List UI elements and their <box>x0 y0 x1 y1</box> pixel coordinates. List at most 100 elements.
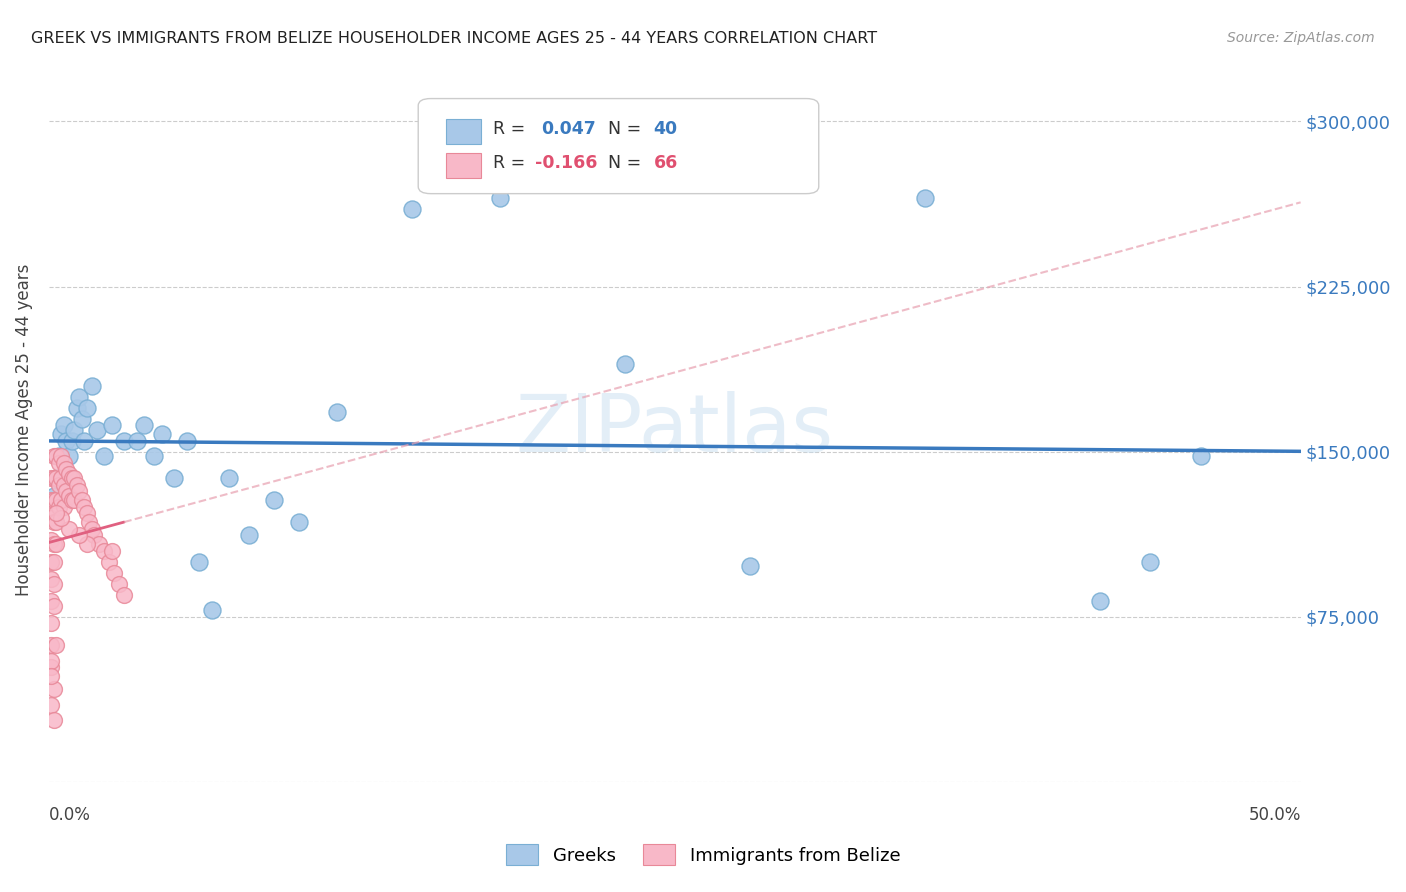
Point <box>53 477 76 491</box>
FancyBboxPatch shape <box>446 119 481 145</box>
Point <box>41 616 63 631</box>
Text: 66: 66 <box>654 154 678 172</box>
Point <box>58 449 80 463</box>
Point <box>103 566 125 580</box>
Point <box>55 434 77 448</box>
Point <box>73 500 96 514</box>
Text: -0.166: -0.166 <box>534 154 598 172</box>
Point <box>201 603 224 617</box>
Point <box>55 484 77 499</box>
Point <box>45 471 67 485</box>
Text: ZIPatlas: ZIPatlas <box>516 391 834 468</box>
Text: 0.047: 0.047 <box>541 120 596 138</box>
Point <box>63 471 86 485</box>
Point <box>76 401 98 415</box>
Point <box>48 477 70 491</box>
Point <box>48 449 70 463</box>
Point <box>45 449 67 463</box>
Point <box>70 493 93 508</box>
Point <box>65 477 87 491</box>
Point <box>42 555 65 569</box>
Point <box>60 471 83 485</box>
Point <box>42 599 65 613</box>
Point <box>42 489 65 503</box>
Point <box>41 533 63 547</box>
Point <box>45 537 67 551</box>
Point <box>73 434 96 448</box>
Point <box>76 506 98 520</box>
Point <box>45 471 67 485</box>
FancyBboxPatch shape <box>446 153 481 178</box>
Point <box>67 484 90 499</box>
Point <box>41 654 63 668</box>
Point <box>48 456 70 470</box>
Point <box>41 698 63 712</box>
Point <box>63 423 86 437</box>
Point <box>45 493 67 508</box>
Point <box>41 493 63 508</box>
Point <box>42 576 65 591</box>
Point <box>76 537 98 551</box>
Point <box>67 528 90 542</box>
Point <box>65 401 87 415</box>
Point <box>70 411 93 425</box>
Point <box>53 418 76 433</box>
Point <box>63 493 86 508</box>
Point <box>176 434 198 448</box>
Point <box>93 543 115 558</box>
Point <box>45 638 67 652</box>
Point <box>613 357 636 371</box>
Point <box>86 423 108 437</box>
Point <box>51 493 73 508</box>
Point <box>77 515 100 529</box>
Point <box>1090 594 1112 608</box>
Point <box>125 434 148 448</box>
Point <box>58 522 80 536</box>
Point <box>42 449 65 463</box>
Point <box>41 510 63 524</box>
Text: N =: N = <box>609 154 647 172</box>
Point <box>87 537 110 551</box>
Point <box>42 682 65 697</box>
Point <box>326 405 349 419</box>
Point <box>41 555 63 569</box>
Legend: Greeks, Immigrants from Belize: Greeks, Immigrants from Belize <box>499 837 907 872</box>
Point <box>150 427 173 442</box>
Point <box>42 471 65 485</box>
Text: Source: ZipAtlas.com: Source: ZipAtlas.com <box>1227 31 1375 45</box>
Point <box>100 418 122 433</box>
Point <box>238 528 260 542</box>
Point <box>42 537 65 551</box>
Point <box>100 543 122 558</box>
Point <box>53 456 76 470</box>
Point <box>51 471 73 485</box>
Point <box>42 515 65 529</box>
Point <box>108 576 131 591</box>
Point <box>51 449 73 463</box>
Point <box>58 489 80 503</box>
Point <box>67 390 90 404</box>
Point <box>60 434 83 448</box>
Text: 0.0%: 0.0% <box>49 806 91 824</box>
Point <box>51 427 73 442</box>
Point <box>218 471 240 485</box>
Point <box>80 378 103 392</box>
Point <box>41 471 63 485</box>
Point <box>41 660 63 674</box>
Point <box>163 471 186 485</box>
Point <box>41 572 63 586</box>
Text: GREEK VS IMMIGRANTS FROM BELIZE HOUSEHOLDER INCOME AGES 25 - 44 YEARS CORRELATIO: GREEK VS IMMIGRANTS FROM BELIZE HOUSEHOL… <box>31 31 877 46</box>
Point <box>914 192 936 206</box>
Text: 40: 40 <box>654 120 678 138</box>
Point <box>1189 449 1212 463</box>
Point <box>738 559 761 574</box>
Point <box>1139 555 1161 569</box>
Text: R =: R = <box>494 120 531 138</box>
Point <box>55 462 77 476</box>
Point <box>60 493 83 508</box>
Point <box>143 449 166 463</box>
Point <box>98 555 121 569</box>
Text: 50.0%: 50.0% <box>1249 806 1301 824</box>
Point <box>48 500 70 514</box>
Point <box>41 669 63 683</box>
